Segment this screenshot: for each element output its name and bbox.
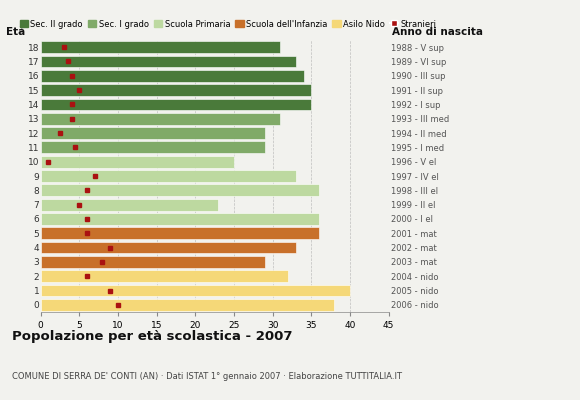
Bar — [41, 256, 265, 268]
Bar — [41, 242, 296, 254]
Bar — [41, 285, 350, 296]
Bar — [41, 56, 296, 67]
Bar — [41, 170, 296, 182]
Bar — [41, 70, 303, 82]
Legend: Sec. II grado, Sec. I grado, Scuola Primaria, Scuola dell'Infanzia, Asilo Nido, : Sec. II grado, Sec. I grado, Scuola Prim… — [16, 16, 440, 32]
Bar — [41, 41, 280, 53]
Bar — [41, 270, 288, 282]
Bar — [41, 227, 319, 239]
Bar — [41, 113, 280, 125]
Bar — [41, 142, 265, 153]
Bar — [41, 127, 265, 139]
Text: Anno di nascita: Anno di nascita — [392, 27, 483, 37]
Text: COMUNE DI SERRA DE' CONTI (AN) · Dati ISTAT 1° gennaio 2007 · Elaborazione TUTTI: COMUNE DI SERRA DE' CONTI (AN) · Dati IS… — [12, 372, 401, 381]
Bar — [41, 213, 319, 225]
Text: Popolazione per età scolastica - 2007: Popolazione per età scolastica - 2007 — [12, 330, 292, 343]
Bar — [41, 199, 219, 210]
Bar — [41, 184, 319, 196]
Bar — [41, 156, 234, 168]
Text: Età: Età — [6, 27, 25, 37]
Bar — [41, 84, 311, 96]
Bar — [41, 98, 311, 110]
Bar — [41, 299, 335, 311]
